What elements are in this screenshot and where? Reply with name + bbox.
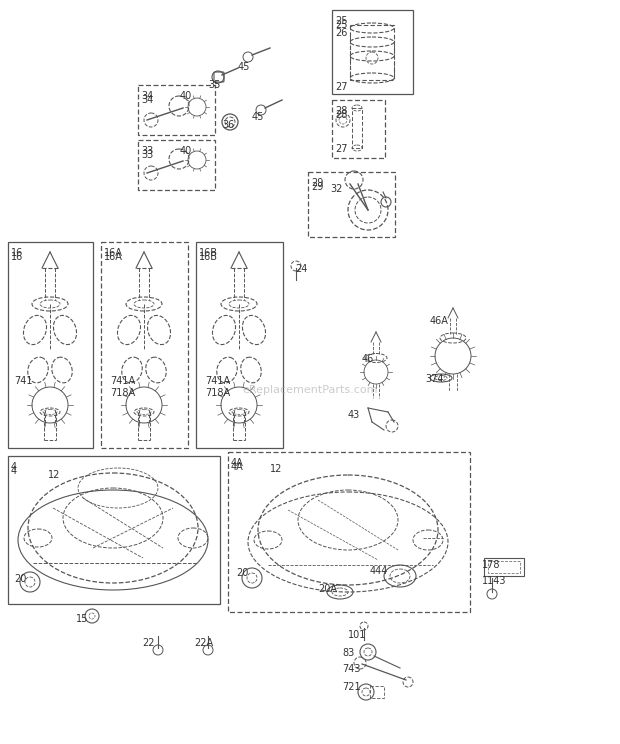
- Text: 20: 20: [14, 574, 27, 584]
- Text: 374: 374: [425, 374, 443, 384]
- Text: 4: 4: [11, 466, 17, 476]
- Text: 36: 36: [222, 120, 234, 130]
- Text: 33: 33: [141, 146, 153, 156]
- Text: 16B: 16B: [199, 248, 218, 258]
- Text: 16A: 16A: [104, 252, 123, 262]
- Bar: [484, 558, 524, 576]
- Text: 12: 12: [270, 464, 282, 474]
- Text: 444: 444: [370, 566, 388, 576]
- Text: 83: 83: [342, 648, 354, 658]
- Text: 16B: 16B: [199, 252, 218, 262]
- Text: 40: 40: [180, 146, 192, 156]
- Text: 33: 33: [141, 150, 153, 160]
- Text: 16: 16: [11, 252, 24, 262]
- Text: 45: 45: [238, 62, 250, 72]
- Bar: [8, 456, 220, 604]
- Text: 34: 34: [141, 95, 153, 105]
- Text: 16: 16: [11, 248, 24, 258]
- Text: 15: 15: [76, 614, 89, 624]
- Text: 29: 29: [311, 182, 324, 192]
- Bar: [352, 108, 362, 148]
- Text: 45: 45: [252, 112, 264, 122]
- Text: 4A: 4A: [231, 458, 244, 468]
- Bar: [138, 85, 215, 135]
- Text: 28: 28: [335, 110, 347, 120]
- Text: 741: 741: [14, 376, 32, 386]
- Text: eReplacementParts.com: eReplacementParts.com: [242, 385, 378, 395]
- Text: 32: 32: [330, 184, 342, 194]
- Text: 4: 4: [11, 462, 17, 472]
- Text: 718A: 718A: [110, 388, 135, 398]
- Text: 24: 24: [295, 264, 308, 274]
- Bar: [332, 100, 385, 158]
- Text: 22: 22: [142, 638, 154, 648]
- Text: 718A: 718A: [205, 388, 230, 398]
- Text: 1143: 1143: [482, 576, 507, 586]
- Text: 40: 40: [180, 91, 192, 101]
- Bar: [196, 242, 283, 448]
- Bar: [488, 561, 520, 573]
- Text: 20: 20: [236, 568, 249, 578]
- Text: 27: 27: [335, 82, 347, 92]
- Text: 16A: 16A: [104, 248, 123, 258]
- Text: 721: 721: [342, 682, 361, 692]
- Text: 46A: 46A: [430, 316, 449, 326]
- Bar: [370, 686, 384, 698]
- Text: 28: 28: [335, 106, 347, 116]
- Text: 27: 27: [335, 144, 347, 154]
- Bar: [350, 25, 394, 80]
- Text: 4A: 4A: [231, 462, 244, 472]
- Text: 741A: 741A: [205, 376, 230, 386]
- Text: 46: 46: [362, 354, 374, 364]
- Text: 12: 12: [48, 470, 60, 480]
- Bar: [101, 242, 188, 448]
- Text: 20A: 20A: [318, 584, 337, 594]
- Text: 178: 178: [482, 560, 500, 570]
- Text: 101: 101: [348, 630, 366, 640]
- Bar: [138, 140, 215, 190]
- Text: 25: 25: [335, 16, 347, 26]
- Text: 29: 29: [311, 178, 324, 188]
- Bar: [332, 10, 413, 94]
- Text: 26: 26: [335, 28, 347, 38]
- Text: 43: 43: [348, 410, 360, 420]
- Text: 25: 25: [335, 20, 347, 30]
- Bar: [228, 452, 470, 612]
- Bar: [8, 242, 93, 448]
- Text: 22A: 22A: [194, 638, 213, 648]
- Text: 35: 35: [208, 80, 220, 90]
- Bar: [308, 172, 395, 237]
- Text: 34: 34: [141, 91, 153, 101]
- Text: 743: 743: [342, 664, 360, 674]
- Text: 741A: 741A: [110, 376, 135, 386]
